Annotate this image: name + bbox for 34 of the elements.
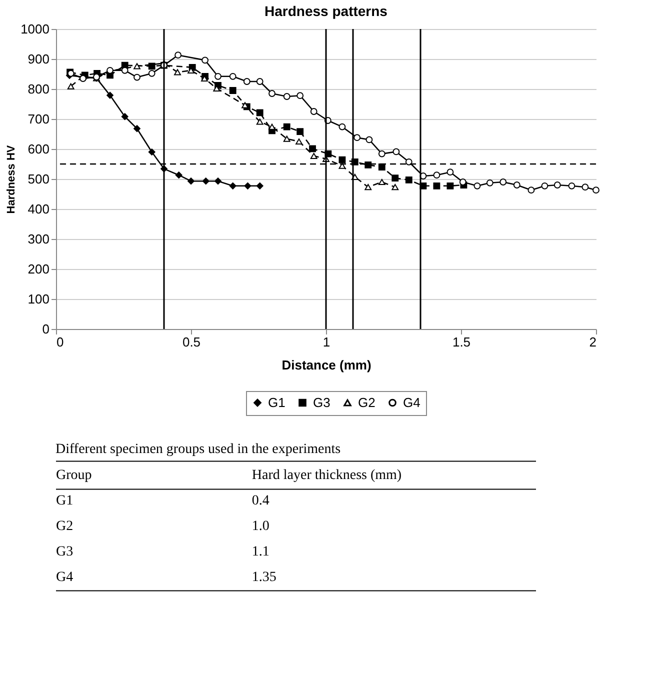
text: 1.1	[252, 544, 270, 560]
y-tick-label: 200	[28, 262, 50, 276]
x-tick-label: 2	[589, 334, 596, 350]
text: Different specimen groups used in the experiments	[56, 442, 341, 457]
x-tick-label: 1.5	[452, 334, 471, 350]
y-tick-label: 1000	[20, 22, 50, 36]
y-tick-label: 800	[28, 82, 50, 96]
legend-label: G3	[313, 394, 330, 410]
x-tick-label: 0	[56, 334, 64, 350]
y-tick-label: 400	[28, 202, 50, 216]
legend-label: G4	[403, 394, 420, 410]
y-tick-label: 0	[42, 322, 50, 336]
y-tick-label: 100	[28, 292, 50, 306]
x-tick-label: 0.5	[182, 334, 201, 350]
text: 1.35	[252, 570, 276, 585]
text: G1	[56, 494, 74, 509]
text: G2	[56, 519, 74, 534]
legend-label: G1	[268, 394, 286, 410]
y-tick-label: 300	[28, 232, 50, 246]
x-axis-title: Distance (mm)	[282, 358, 372, 372]
y-tick-label: 500	[28, 172, 50, 186]
y-axis-title: Hardness HV	[6, 144, 18, 214]
legend-label: G2	[358, 394, 376, 410]
chart-title: Hardness patterns	[264, 3, 388, 19]
y-tick-label: 700	[28, 112, 50, 126]
text: Group	[56, 468, 92, 484]
text: 1.0	[252, 519, 270, 534]
text: Hard layer thickness (mm)	[252, 468, 402, 484]
y-tick-label: 900	[28, 52, 50, 66]
text: 0.4	[252, 494, 270, 509]
x-tick-label: 1	[322, 334, 330, 350]
text: G4	[56, 570, 74, 585]
text: G3	[56, 544, 74, 560]
y-tick-label: 600	[28, 142, 50, 156]
